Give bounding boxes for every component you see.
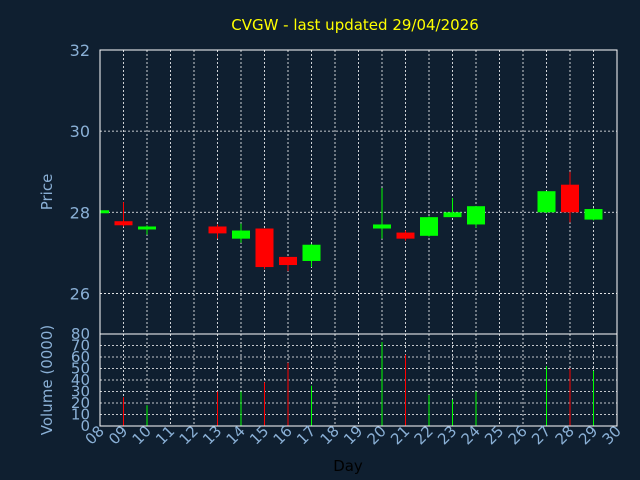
volume-tick-label: 10 [71, 406, 90, 424]
volume-bars [123, 342, 594, 426]
chart-title: CVGW - last updated 29/04/2026 [231, 16, 479, 34]
volume-tick-label: 20 [71, 394, 90, 412]
candle-body [208, 226, 227, 234]
volume-axis-label: Volume (0000) [38, 325, 56, 435]
volume-tick-label: 40 [71, 371, 90, 389]
price-tick-label: 32 [70, 41, 90, 60]
candle-body [396, 232, 415, 239]
volume-panel-frame [99, 333, 618, 427]
volume-tick-label: 60 [71, 348, 90, 366]
candle-body [561, 184, 579, 213]
candle-body [373, 224, 391, 229]
candle-body [537, 191, 556, 213]
candle-body [467, 206, 485, 225]
price-candles [99, 171, 603, 272]
candle-body [302, 244, 321, 261]
volume-tick-label: 70 [71, 337, 90, 355]
price-tick-label: 26 [70, 284, 90, 303]
price-tick-label: 28 [70, 203, 90, 222]
candle-body [279, 256, 297, 266]
candle-body [100, 210, 109, 214]
volume-tick-label: 30 [71, 383, 90, 401]
price-tick-label: 30 [70, 122, 90, 141]
candle-body [114, 221, 133, 226]
price-y-tick-labels: 26 28 30 32 [70, 41, 90, 303]
candle-body [232, 230, 250, 239]
candle-body [138, 226, 156, 230]
x-tick-labels: 0809101112131415161718192021222324252627… [82, 422, 625, 448]
volume-gridlines [99, 333, 618, 427]
volume-tick-label: 80 [71, 325, 90, 343]
candle-body [584, 209, 603, 220]
volume-tick-label: 0 [80, 417, 90, 435]
price-axis-label: Price [38, 174, 56, 211]
candle-body [420, 217, 438, 236]
candle-body [443, 212, 462, 218]
candle-body [255, 228, 274, 268]
volume-tick-label: 50 [71, 360, 90, 378]
x-axis-label: Day [333, 457, 363, 475]
